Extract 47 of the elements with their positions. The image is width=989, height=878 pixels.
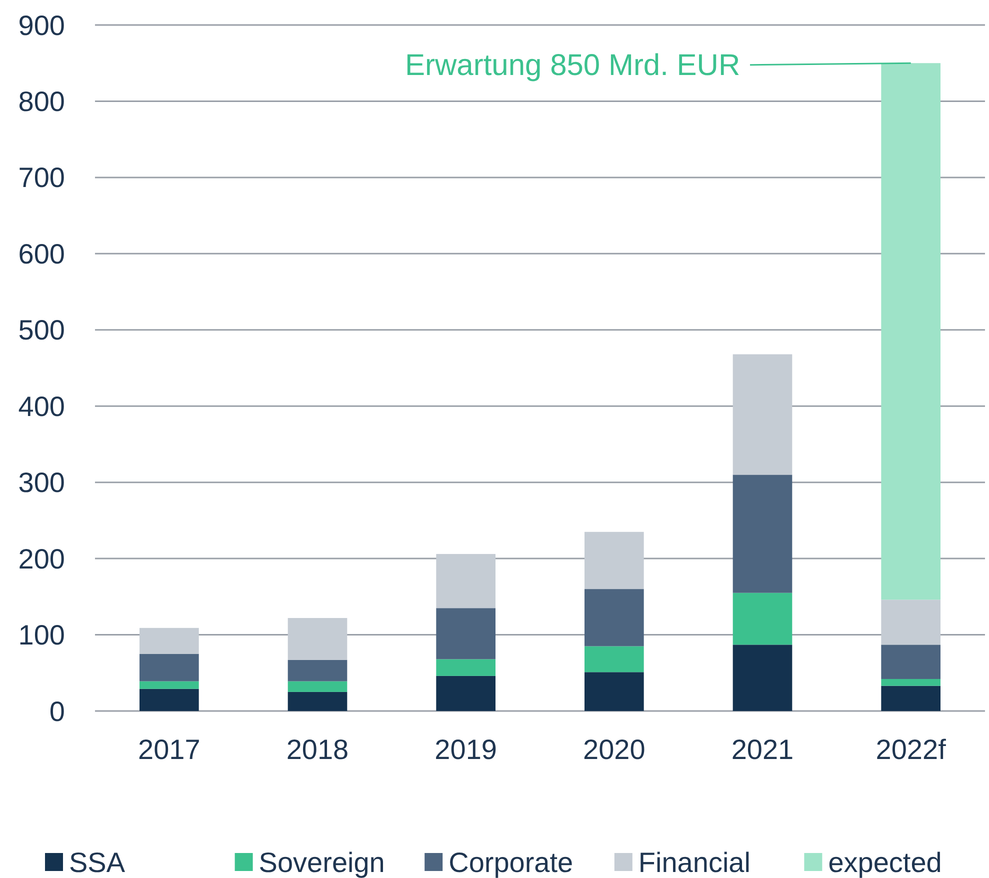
x-tick-label: 2018 xyxy=(286,734,349,765)
x-tick-label: 2021 xyxy=(731,734,794,765)
bar xyxy=(288,618,348,660)
bar xyxy=(732,592,792,645)
bar xyxy=(881,600,940,645)
y-tick-label: 600 xyxy=(18,238,65,270)
bar xyxy=(436,676,496,711)
bar xyxy=(732,644,792,711)
x-tick-label: 2020 xyxy=(583,734,646,765)
bar xyxy=(584,672,644,711)
bar xyxy=(881,678,940,686)
legend-label: Corporate xyxy=(448,846,574,878)
y-tick-label: 400 xyxy=(18,390,65,422)
legend-label: SSA xyxy=(69,846,126,878)
bar xyxy=(436,608,496,660)
y-tick-label: 900 xyxy=(18,10,65,41)
bar xyxy=(881,63,940,600)
bar xyxy=(288,681,348,692)
bar xyxy=(881,686,940,711)
bar xyxy=(732,474,792,593)
bar xyxy=(140,681,199,689)
x-tick-label: 2019 xyxy=(434,734,497,765)
bar xyxy=(140,688,199,711)
bar xyxy=(584,532,644,590)
bar xyxy=(732,354,792,475)
bar xyxy=(140,628,199,654)
y-tick-label: 800 xyxy=(18,86,65,118)
y-tick-label: 700 xyxy=(18,162,65,194)
legend-label: Financial xyxy=(638,846,750,878)
x-tick-label: 2017 xyxy=(138,734,200,765)
bar xyxy=(584,646,644,672)
y-tick-label: 100 xyxy=(18,620,65,651)
y-tick-label: 200 xyxy=(18,543,65,574)
bar xyxy=(288,660,348,682)
bar xyxy=(140,654,199,682)
bar xyxy=(436,659,496,676)
bar xyxy=(288,692,348,711)
y-tick-label: 500 xyxy=(18,314,65,346)
y-tick-label: 0 xyxy=(49,696,65,727)
x-tick-label: 2022f xyxy=(876,734,946,765)
annotation: Erwartung 850 Mrd. EUR xyxy=(405,49,740,82)
bar xyxy=(436,554,496,608)
bar xyxy=(881,644,940,679)
legend-label: expected xyxy=(828,846,942,878)
y-tick-label: 300 xyxy=(18,467,65,498)
legend-label: Sovereign xyxy=(258,846,385,878)
bar xyxy=(584,589,644,646)
